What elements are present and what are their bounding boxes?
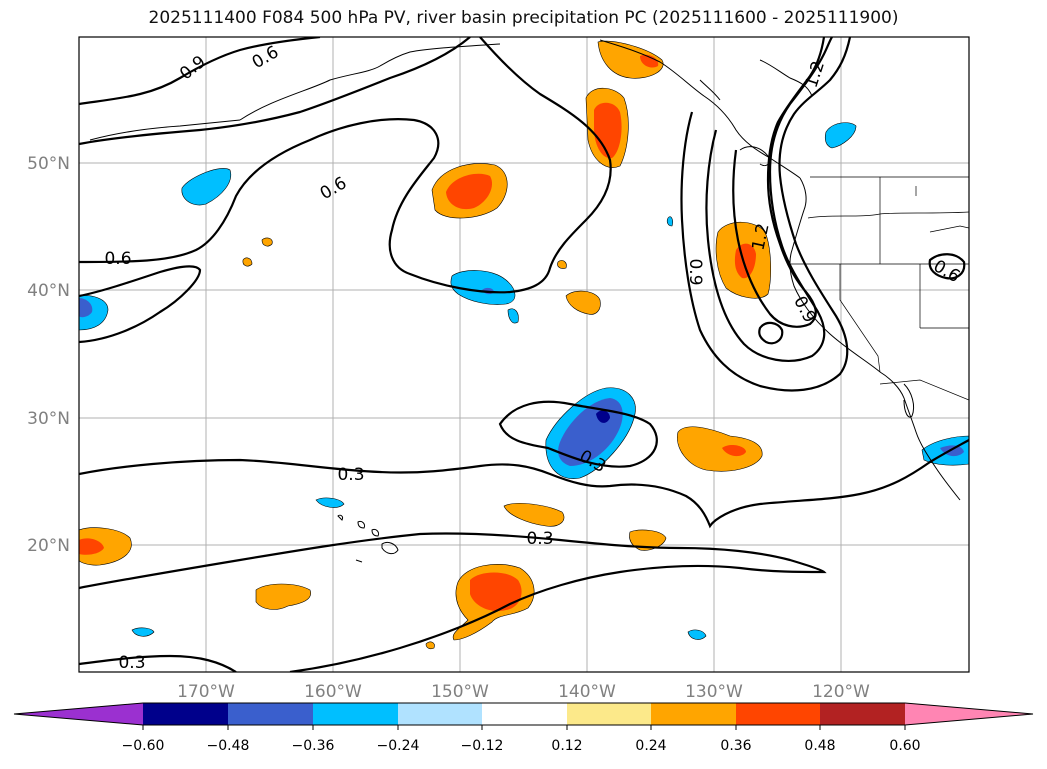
contour-label: 0.9 [685,258,705,285]
lon-label: 120°W [812,682,870,702]
colorbar-segment [482,703,567,725]
coastlines [89,39,961,501]
colorbar-segment [651,703,736,725]
lat-labels: 50°N 40°N 30°N 20°N [27,154,70,556]
lon-label: 160°W [304,682,362,702]
lat-label: 30°N [27,409,70,429]
lat-label: 20°N [27,536,70,556]
lat-label: 40°N [27,281,70,301]
colorbar-tick-label: 0.48 [804,738,835,754]
state-borders [790,176,969,401]
colorbar-tick-label: 0.12 [551,738,582,754]
colorbar-tick-labels: −0.60 −0.48 −0.36 −0.24 −0.12 0.12 0.24 … [122,738,921,754]
lon-label: 130°W [685,682,743,702]
colorbar-tick-label: 0.24 [635,738,666,754]
colorbar-segment [398,703,482,725]
pv-contours [79,37,969,672]
colorbar-segment [228,703,313,725]
colorbar-segment [820,703,905,725]
colorbar-tick-label: −0.36 [292,738,335,754]
colorbar-tick-label: −0.12 [461,738,504,754]
contour-label: 0.3 [118,653,145,673]
colorbar-tick-label: −0.60 [122,738,165,754]
lon-labels: 170°W 160°W 150°W 140°W 130°W 120°W [177,682,870,702]
colorbar-segment [736,703,820,725]
lon-label: 170°W [177,682,235,702]
lat-label: 50°N [27,154,70,174]
colorbar-segment [567,703,651,725]
colorbar-tick-label: 0.36 [720,738,751,754]
colorbar-arrow-left [14,703,143,725]
lon-label: 140°W [558,682,616,702]
colorbar-ticks [142,725,906,730]
map-title: 2025111400 F084 500 hPa PV, river basin … [148,8,899,28]
colorbar-arrow-right [905,703,1033,725]
map-frame [78,36,970,673]
colorbar-segment [143,703,228,725]
contour-label: 0.6 [104,249,131,269]
contour-label: 0.3 [337,465,364,485]
islands [337,514,399,563]
precip-positive-areas [79,40,771,650]
colorbar-tick-label: −0.24 [377,738,420,754]
colorbar: −0.60 −0.48 −0.36 −0.24 −0.12 0.12 0.24 … [13,702,1034,754]
contour-label: 0.3 [526,529,553,549]
colorbar-tick-label: 0.60 [889,738,920,754]
map-background [79,37,969,672]
lon-label: 150°W [431,682,489,702]
colorbar-segment [313,703,398,725]
colorbar-tick-label: −0.48 [207,738,250,754]
